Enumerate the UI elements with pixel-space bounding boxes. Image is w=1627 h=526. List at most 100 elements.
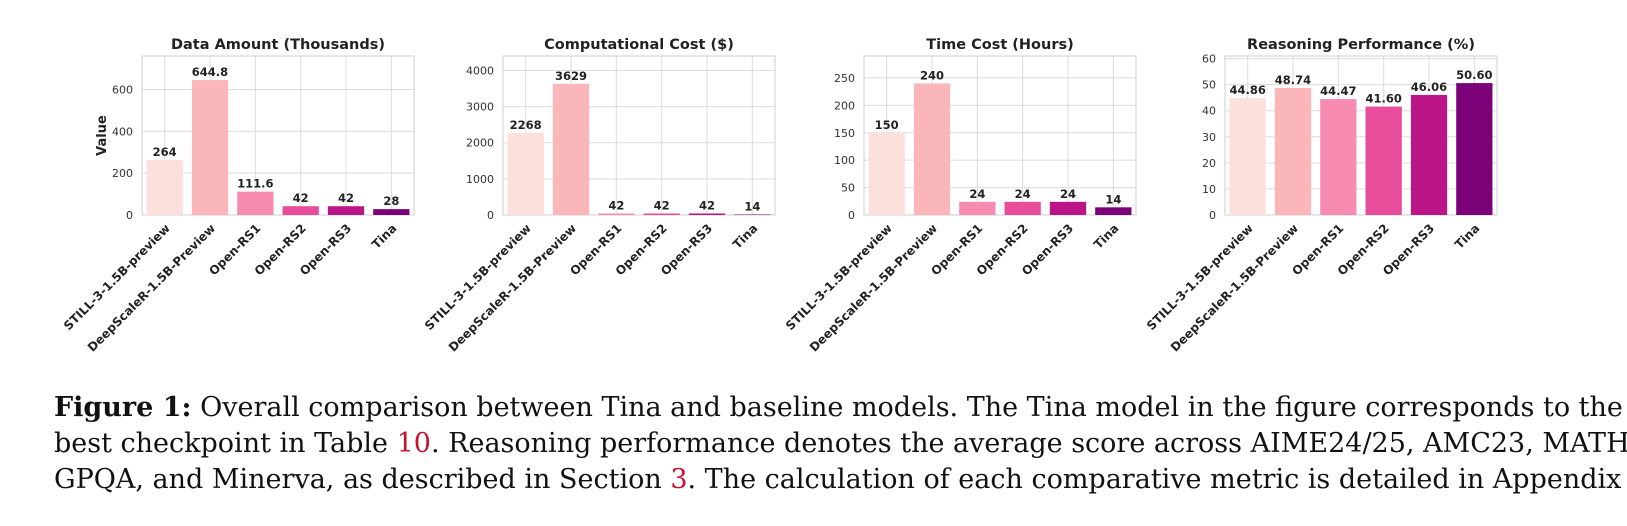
bar-value-label: 46.06 [1411, 80, 1447, 94]
bar-open-rs1 [237, 191, 274, 215]
bar-open-rs1 [1320, 99, 1357, 215]
bar-still-3-1-5b-preview [868, 132, 905, 215]
y-tick-label: 1000 [466, 173, 494, 186]
chart-panel-2: 0 1000 2000 3000 4000 Computational Cost ($) 2… [422, 37, 776, 355]
bar-still-3-1-5b-preview [507, 133, 544, 215]
caption-line-1: Figure 1: Overall comparison between Tin… [54, 390, 1623, 426]
y-tick-label: 10 [1202, 183, 1216, 196]
bar-value-label: 2268 [510, 118, 542, 132]
bar-value-label: 644.8 [192, 65, 228, 79]
bar-deepscaler-1-5b-preview [191, 80, 229, 216]
chart-title: Time Cost (Hours) [926, 37, 1074, 53]
caption-line-2: best checkpoint in Table 10. Reasoning p… [54, 426, 1627, 462]
bar-tina [1095, 207, 1132, 215]
y-tick-label: 40 [1202, 105, 1216, 118]
caption-text-2b: . Reasoning performance denotes the aver… [430, 428, 1627, 459]
x-tick-label: Tina [369, 221, 399, 251]
caption-text-1: Overall comparison between Tina and base… [191, 392, 1623, 423]
bar-value-label: 24 [1015, 187, 1031, 201]
y-tick-label: 0 [126, 209, 133, 222]
bar-value-label: 240 [920, 68, 944, 82]
caption-text-3a: GPQA, and Minerva, as described in Secti… [54, 464, 671, 495]
bar-tina [1456, 83, 1493, 215]
bar-open-rs3 [1049, 201, 1087, 215]
section-reference-link[interactable]: 3 [670, 464, 688, 495]
chart-panel-4: 0 10 20 30 40 50 60 Reasoning Performance (%) 44… [1144, 37, 1498, 355]
bar-value-label: 42 [608, 198, 624, 212]
bar-value-label: 48.74 [1275, 73, 1311, 87]
y-tick-label: 20 [1202, 157, 1216, 170]
bar-value-label: 28 [383, 194, 399, 208]
caption-line-3: GPQA, and Minerva, as described in Secti… [54, 462, 1621, 498]
bar-value-label: 50.60 [1456, 68, 1492, 82]
bar-open-rs2 [1004, 201, 1041, 215]
caption-text-3b: . The calculation of each comparative me… [687, 464, 1627, 495]
y-tick-label: 0 [487, 209, 494, 222]
bar-value-label: 264 [153, 145, 177, 159]
bar-value-label: 24 [969, 187, 985, 201]
bar-value-label: 42 [699, 198, 715, 212]
bar-open-rs3 [1410, 94, 1448, 215]
bar-value-label: 24 [1060, 187, 1076, 201]
y-axis-label: Value [95, 115, 110, 156]
y-tick-label: 60 [1202, 53, 1216, 66]
bar-value-label: 42 [293, 191, 309, 205]
bar-open-rs2 [282, 206, 319, 215]
x-tick-label: Tina [730, 221, 760, 251]
bar-still-3-1-5b-preview [146, 159, 183, 215]
y-tick-label: 2000 [466, 137, 494, 150]
bar-deepscaler-1-5b-preview [913, 83, 951, 216]
figure-caption: Figure 1: Overall comparison between Tin… [54, 390, 1627, 498]
x-tick-label: Tina [1452, 221, 1482, 251]
y-tick-label: 250 [834, 72, 855, 85]
y-tick-label: 4000 [466, 64, 494, 77]
bar-value-label: 14 [1105, 192, 1121, 206]
table-reference-link[interactable]: 10 [396, 428, 431, 459]
bar-tina [734, 214, 771, 215]
bar-value-label: 41.60 [1365, 92, 1401, 106]
y-tick-label: 200 [112, 167, 133, 180]
y-tick-label: 30 [1202, 131, 1216, 144]
chart-title: Computational Cost ($) [544, 37, 734, 53]
bar-deepscaler-1-5b-preview [1274, 87, 1312, 215]
bar-still-3-1-5b-preview [1229, 98, 1266, 215]
bar-open-rs3 [327, 206, 365, 215]
y-tick-label: 50 [1202, 79, 1216, 92]
bar-open-rs3 [688, 213, 726, 215]
y-tick-label: 600 [112, 83, 133, 96]
y-tick-label: 100 [834, 154, 855, 167]
y-tick-label: 0 [848, 209, 855, 222]
chart-title: Reasoning Performance (%) [1247, 37, 1475, 53]
plot-frame [141, 55, 415, 216]
y-tick-label: 150 [834, 127, 855, 140]
y-tick-label: 3000 [466, 101, 494, 114]
bar-open-rs1 [959, 201, 996, 215]
chart-title: Data Amount (Thousands) [171, 37, 385, 53]
bar-value-label: 42 [654, 198, 670, 212]
bar-value-label: 44.47 [1320, 84, 1356, 98]
y-tick-label: 50 [841, 182, 855, 195]
plot-frame [502, 55, 776, 216]
plot-frame [1224, 55, 1498, 216]
plot-frame [863, 55, 1137, 216]
y-tick-label: 400 [112, 125, 133, 138]
bar-value-label: 42 [338, 191, 354, 205]
caption-label: Figure 1: [54, 392, 192, 423]
x-tick-label: Tina [1091, 221, 1121, 251]
bar-tina [373, 209, 410, 215]
bar-value-label: 44.86 [1229, 83, 1265, 97]
caption-text-2a: best checkpoint in Table [54, 428, 397, 459]
y-tick-label: 0 [1209, 209, 1216, 222]
bar-open-rs2 [1365, 106, 1402, 215]
bar-open-rs1 [598, 213, 635, 215]
bar-value-label: 14 [744, 199, 760, 213]
bar-deepscaler-1-5b-preview [552, 83, 590, 215]
chart-panel-1: 0 200 400 600 Data Amount (Thousands) Value 26… [61, 37, 415, 355]
y-tick-label: 200 [834, 99, 855, 112]
bar-value-label: 3629 [555, 69, 587, 83]
figure-charts: 0 200 400 600 Data Amount (Thousands) Value 26… [61, 37, 1498, 355]
bar-value-label: 150 [875, 118, 899, 132]
bar-value-label: 111.6 [237, 177, 273, 191]
